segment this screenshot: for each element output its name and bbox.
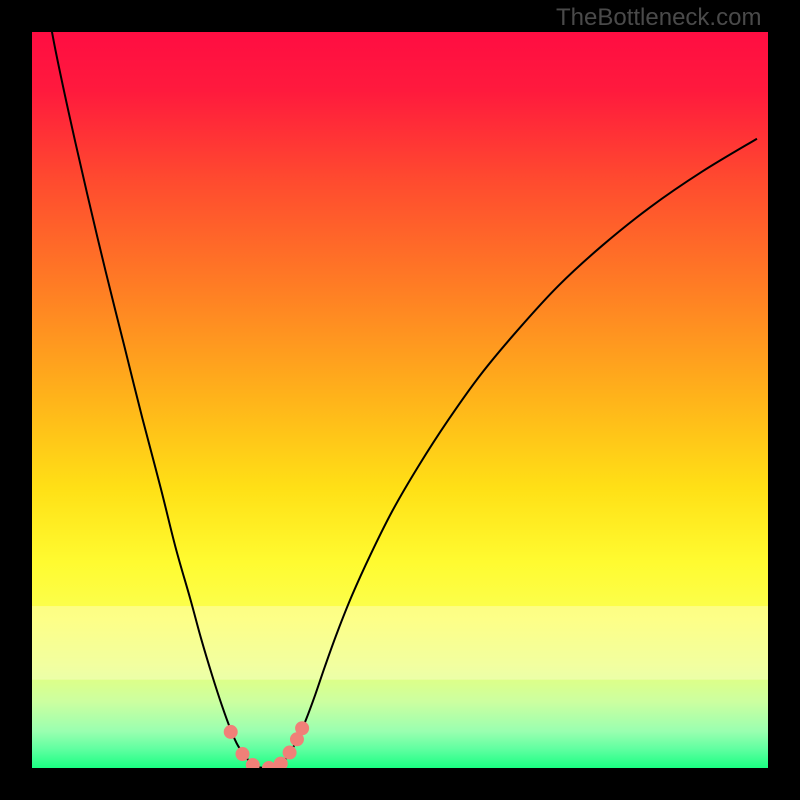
curve-marker — [236, 748, 249, 761]
watermark-text: TheBottleneck.com — [556, 4, 761, 32]
bottleneck-curve-chart — [32, 32, 768, 768]
curve-marker — [296, 722, 309, 735]
curve-marker — [246, 759, 259, 768]
curve-marker — [283, 746, 296, 759]
highlight-band — [32, 606, 768, 680]
curve-marker — [274, 757, 287, 768]
curve-marker — [224, 725, 237, 738]
